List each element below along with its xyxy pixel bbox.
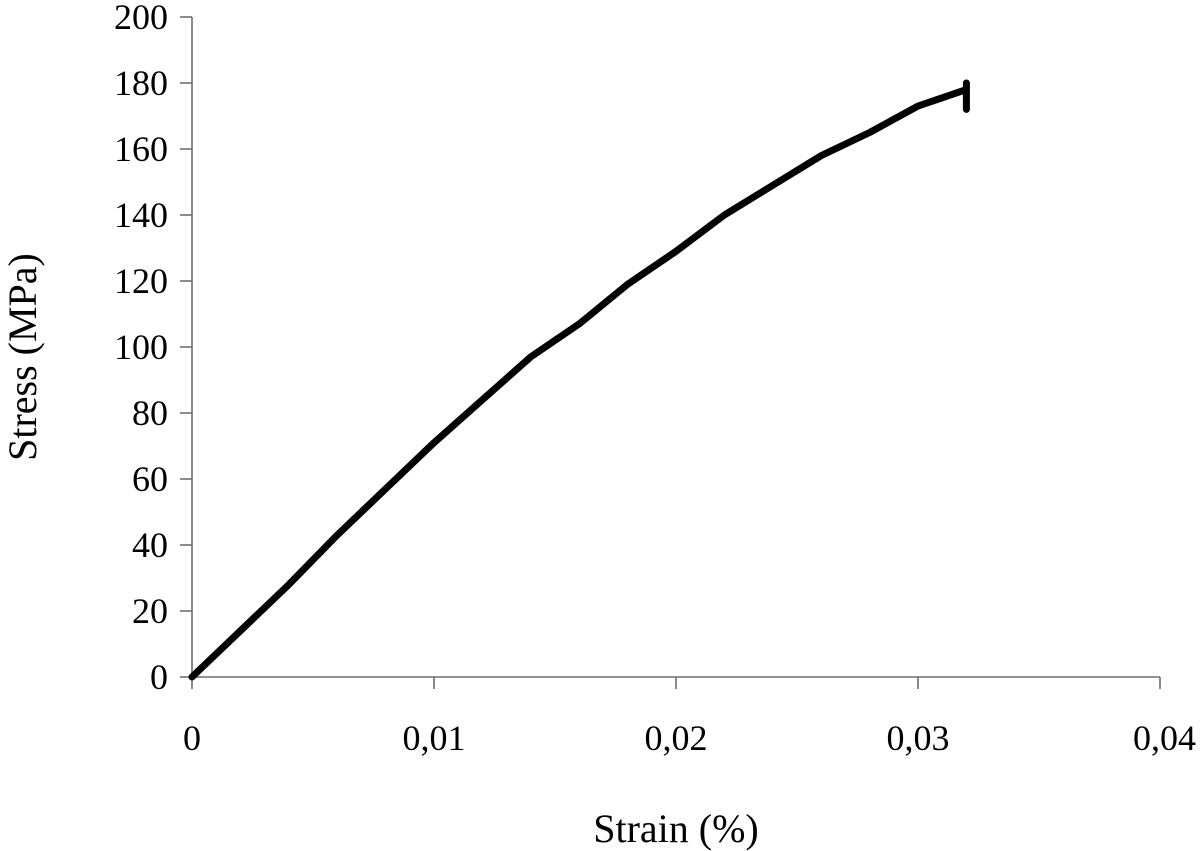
- y-axis-title: Stress (MPa): [0, 253, 45, 461]
- x-axis-title: Strain (%): [593, 806, 759, 851]
- y-tick-label: 40: [132, 525, 168, 565]
- y-tick-label: 100: [114, 327, 168, 367]
- series-line: [188, 79, 970, 681]
- x-axis-ticks: 0 0,01 0,02 0,03 0,04: [183, 677, 1196, 758]
- y-axis-ticks: 0 20 40 60 80 100 120 140 160 180 200: [114, 0, 192, 697]
- x-tick-label: 0,01: [403, 718, 466, 758]
- y-tick-label: 20: [132, 591, 168, 631]
- x-tick-label: 0,02: [645, 718, 708, 758]
- axes: [191, 17, 1160, 678]
- x-tick-label: 0,03: [887, 718, 950, 758]
- y-tick-label: 80: [132, 393, 168, 433]
- x-tick-label: 0: [183, 718, 201, 758]
- y-tick-label: 120: [114, 261, 168, 301]
- y-tick-label: 0: [150, 657, 168, 697]
- y-tick-label: 160: [114, 129, 168, 169]
- y-tick-label: 140: [114, 195, 168, 235]
- series-group: [188, 79, 970, 681]
- y-tick-label: 180: [114, 63, 168, 103]
- y-tick-label: 60: [132, 459, 168, 499]
- x-tick-label: 0,04: [1133, 718, 1196, 758]
- y-tick-label: 200: [114, 0, 168, 37]
